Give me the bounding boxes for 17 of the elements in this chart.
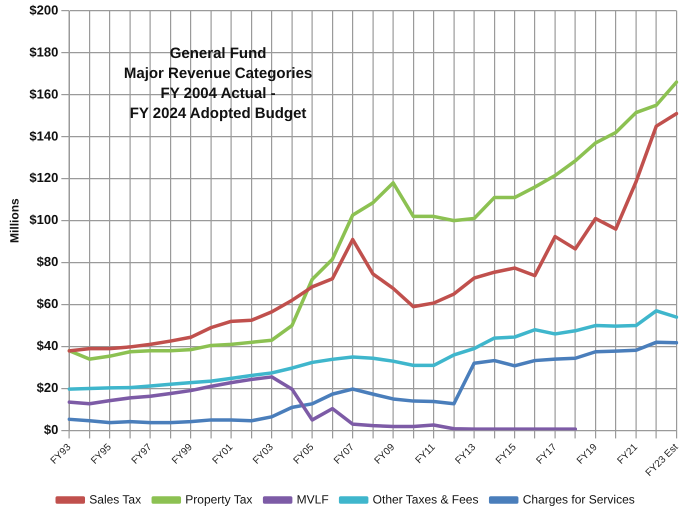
- y-tick-label: $180: [29, 44, 58, 60]
- y-tick-label: $160: [29, 86, 58, 102]
- legend-label: Property Tax: [185, 492, 252, 506]
- legend-label: Charges for Services: [522, 492, 635, 506]
- y-tick-label: $40: [36, 338, 58, 354]
- y-tick-label: $120: [29, 170, 58, 186]
- y-tick-label: $0: [44, 422, 58, 438]
- y-tick-label: $100: [29, 212, 58, 228]
- y-axis-title: Millions: [8, 198, 22, 243]
- y-tick-label: $20: [36, 380, 58, 396]
- y-tick-label: $80: [36, 254, 58, 270]
- legend-label: Other Taxes & Fees: [372, 492, 478, 506]
- y-tick-label: $200: [29, 2, 58, 18]
- legend-label: Sales Tax: [89, 492, 142, 506]
- y-tick-label: $140: [29, 128, 58, 144]
- y-tick-label: $60: [36, 296, 58, 312]
- legend-label: MVLF: [296, 492, 329, 506]
